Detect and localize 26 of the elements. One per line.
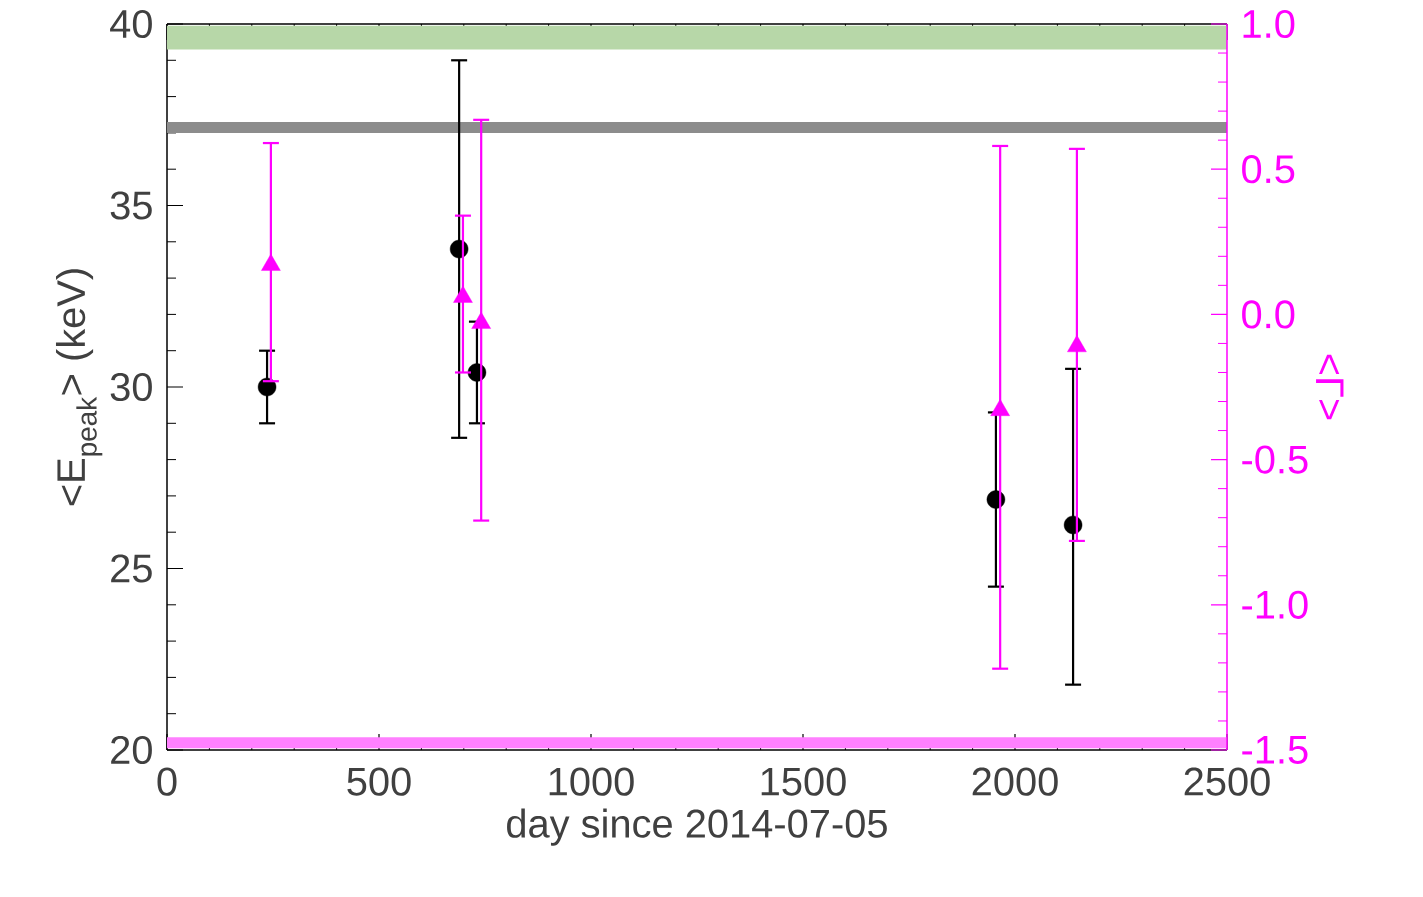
y2-tick-label: -1.0 [1242,590,1308,619]
point [471,311,491,329]
x-tick-label: 2000 [972,767,1058,796]
y2-tick-label: -1.5 [1242,736,1308,764]
x-tick-label: 0 [157,767,177,796]
point [1067,335,1087,353]
x-axis-title: day since 2014-07-05 [507,808,887,846]
point [261,253,281,271]
y-tick-label: 35 [110,191,152,220]
point [990,399,1010,416]
x-tick-label: 500 [347,767,411,796]
x-tick-label: 1000 [549,767,634,796]
point [257,377,277,397]
y-tick-label: 30 [110,372,152,402]
y-axis-title: <E$_{peak}$> (keV) [55,269,103,506]
point [453,285,473,303]
x-tick-label: 2500 [1184,767,1270,796]
x-tick-label: 1500 [761,767,846,796]
y-tick-label: 20 [111,735,152,765]
y-tick-label: 25 [111,554,152,583]
y2-tick-label: 0.0 [1242,300,1295,329]
y2-axis-title: <Γ> [1316,354,1344,420]
y2-tick-label: 0.5 [1242,155,1295,184]
y-tick-label: 40 [110,9,152,39]
y2-tick-label: -0.5 [1242,445,1308,474]
y2-tick-label: 1.0 [1243,9,1295,39]
